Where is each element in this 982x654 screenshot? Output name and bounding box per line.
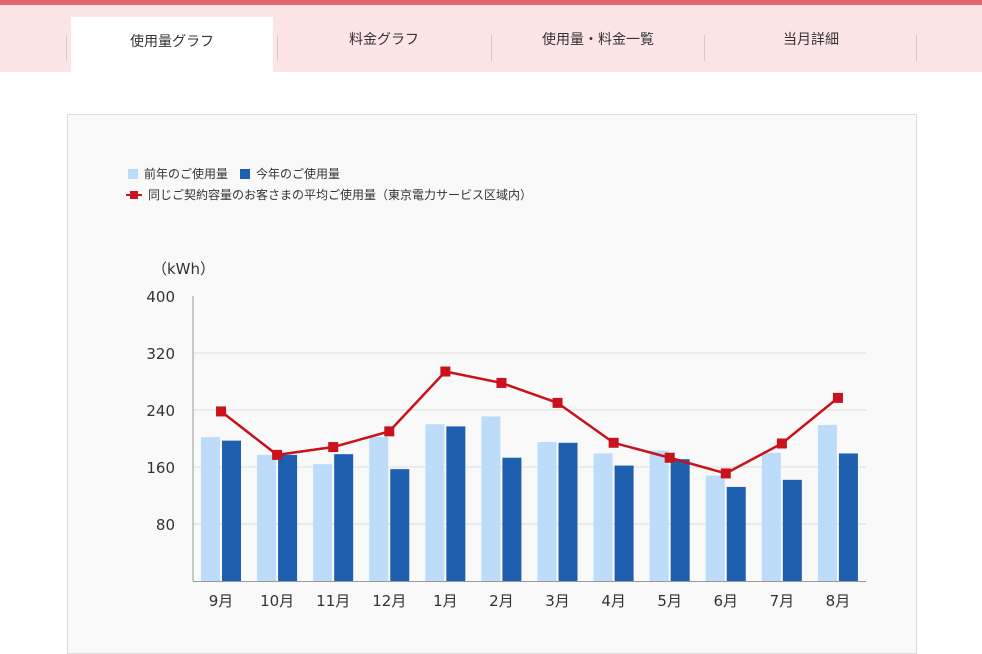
bar-this-year <box>782 479 802 581</box>
tab-separator <box>277 35 278 61</box>
legend-swatch-prev-year <box>128 168 138 179</box>
legend-swatch-average <box>126 190 142 200</box>
chart-panel: 前年のご使用量 今年のご使用量 同じご契約容量のお客さまの平均ご使用量（東京電力… <box>67 114 917 654</box>
bar-prev-year <box>257 454 277 581</box>
x-tick-label: 5月 <box>657 592 682 610</box>
bar-this-year <box>278 454 298 581</box>
x-tick-label: 4月 <box>601 592 626 610</box>
tab-separator <box>66 35 67 61</box>
bar-this-year <box>670 459 690 581</box>
x-tick-label: 7月 <box>770 592 795 610</box>
x-tick-label: 6月 <box>714 592 739 610</box>
bar-prev-year <box>705 475 725 581</box>
y-unit-label: （kWh） <box>152 260 215 278</box>
bar-this-year <box>390 469 410 581</box>
x-tick-label: 1月 <box>433 592 458 610</box>
average-point <box>664 452 675 463</box>
average-point <box>608 437 619 448</box>
bar-this-year <box>614 465 634 581</box>
tab-bar: 使用量グラフ 料金グラフ 使用量・料金一覧 当月詳細 <box>0 0 982 77</box>
bar-prev-year <box>201 437 220 581</box>
tab-usage-fee-list[interactable]: 使用量・料金一覧 <box>542 32 654 48</box>
bar-prev-year <box>369 437 389 581</box>
average-point <box>720 468 731 479</box>
tab-usage-graph[interactable]: 使用量グラフ <box>71 17 273 77</box>
x-tick-label: 9月 <box>209 592 234 610</box>
y-tick-label: 160 <box>146 459 175 477</box>
average-point <box>496 377 507 388</box>
bar-prev-year <box>481 416 501 581</box>
y-tick-label: 240 <box>146 402 175 420</box>
average-point <box>272 449 283 460</box>
y-tick-label: 400 <box>146 288 175 306</box>
bar-this-year <box>502 457 522 581</box>
average-point <box>328 442 339 453</box>
bar-this-year <box>838 453 858 581</box>
usage-chart: 80 160 240 320 400 （kWh） 9月 10月 11月 12月 1月 2月 3月 4月 5月… <box>146 260 866 610</box>
average-point <box>216 406 227 417</box>
average-point <box>776 438 787 449</box>
bar-this-year <box>726 486 746 581</box>
average-point <box>552 397 563 408</box>
average-line <box>220 370 839 475</box>
x-tick-label: 2月 <box>489 592 514 610</box>
bar-prev-year <box>649 450 669 581</box>
average-point <box>384 426 395 437</box>
tab-fee-graph[interactable]: 料金グラフ <box>349 32 419 48</box>
bar-prev-year <box>537 442 557 581</box>
tab-separator <box>704 35 705 61</box>
y-tick-label: 320 <box>146 345 175 363</box>
bar-this-year <box>446 426 466 581</box>
bar-this-year <box>558 442 578 581</box>
bar-prev-year <box>425 424 445 581</box>
legend-label-this-year: 今年のご使用量 <box>256 167 341 181</box>
x-tick-label: 8月 <box>826 592 851 610</box>
legend-label-prev-year: 前年のご使用量 <box>144 167 229 181</box>
average-point <box>832 392 843 403</box>
bar-this-year <box>334 454 354 581</box>
tab-separator <box>916 35 917 61</box>
bar-prev-year <box>761 452 781 581</box>
bar-this-year <box>222 440 241 581</box>
y-tick-label: 80 <box>156 516 175 534</box>
legend-swatch-this-year <box>240 168 251 179</box>
average-point <box>440 366 451 377</box>
tab-separator <box>491 35 492 61</box>
legend-bars: 前年のご使用量 今年のご使用量 <box>128 165 340 182</box>
legend-label-average: 同じご契約容量のお客さまの平均ご使用量（東京電力サービス区域内） <box>148 188 533 202</box>
x-tick-label: 11月 <box>316 592 350 610</box>
tab-current-month-details[interactable]: 当月詳細 <box>783 32 839 48</box>
bar-prev-year <box>817 424 837 581</box>
x-tick-label: 10月 <box>260 592 294 610</box>
x-tick-label: 12月 <box>372 592 406 610</box>
legend-line: 同じご契約容量のお客さまの平均ご使用量（東京電力サービス区域内） <box>126 186 532 203</box>
x-tick-label: 3月 <box>545 592 570 610</box>
bar-prev-year <box>593 453 613 581</box>
bar-prev-year <box>313 464 333 581</box>
